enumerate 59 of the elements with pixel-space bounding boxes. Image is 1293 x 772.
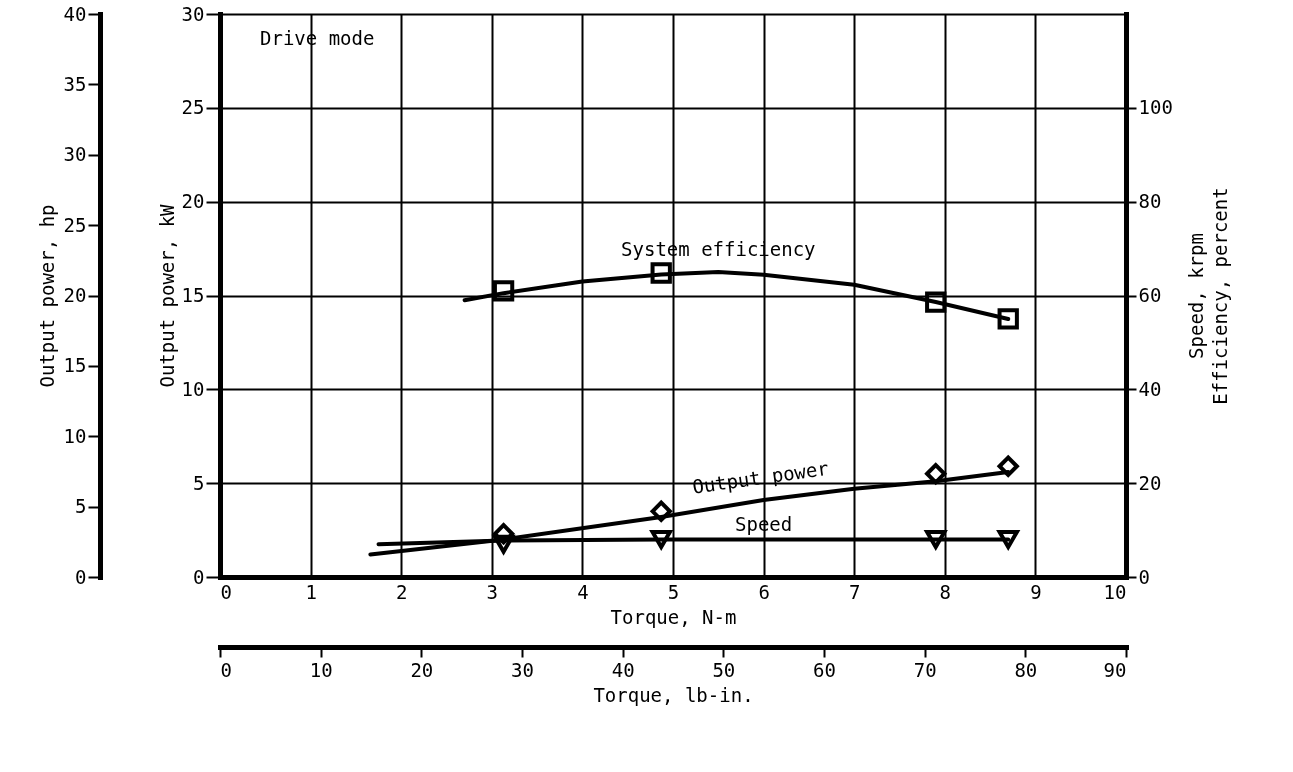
x-tick-label: 9	[1030, 580, 1042, 603]
y3-tick-label: 10	[63, 424, 87, 447]
point	[997, 529, 1019, 549]
x2-tick-label: 80	[1014, 658, 1038, 681]
x2-axis-title: Torque, lb-in.	[593, 683, 754, 706]
x-tick-label: 1	[305, 580, 317, 603]
y3-tick-label: 30	[63, 143, 87, 166]
x-tick-label: 8	[939, 580, 952, 603]
y3-tick-label: 15	[63, 354, 87, 377]
x-tick-label: 3	[486, 580, 499, 603]
point	[650, 529, 672, 549]
point	[650, 500, 672, 522]
x2-tick-label: 40	[611, 658, 635, 681]
y2-tick-label: 40	[1138, 377, 1162, 400]
y3-tick-label: 5	[75, 495, 87, 518]
y2-tick-label: 80	[1138, 190, 1162, 213]
point	[925, 291, 947, 313]
x2-tick-label: 60	[813, 658, 836, 681]
x2-tick-label: 50	[712, 658, 736, 681]
point	[925, 529, 947, 549]
y2-axis-title: Speed, krpm Efficiency, percent	[1184, 187, 1231, 405]
y-tick-label: 0	[193, 565, 205, 588]
y-tick-label: 5	[193, 471, 205, 494]
y3-tick-label: 25	[63, 213, 87, 236]
x2-tick-label: 20	[410, 658, 434, 681]
x-tick-label: 2	[395, 580, 408, 603]
x2-tick-label: 0	[220, 658, 232, 681]
y2-tick-label: 100	[1138, 96, 1173, 119]
y2-tick-label: 20	[1138, 471, 1162, 494]
y2-tick-label: 0	[1138, 565, 1150, 588]
y-tick-label: 10	[181, 377, 205, 400]
x2-tick-label: 90	[1103, 658, 1127, 681]
y-tick-label: 15	[181, 284, 205, 306]
point	[492, 280, 515, 302]
y-tick-label: 25	[181, 96, 205, 119]
y-tick-label: 30	[181, 2, 205, 25]
y3-tick-label: 0	[75, 565, 87, 588]
y3-tick-label: 35	[63, 72, 87, 95]
y-axis-title: Output power, kW	[155, 203, 178, 388]
x2-tick-label: 30	[511, 658, 534, 681]
x-tick-label: 7	[848, 580, 861, 603]
point	[650, 262, 672, 284]
point	[492, 534, 515, 554]
x-tick-label: 0	[220, 580, 232, 603]
point	[997, 455, 1019, 477]
y3-axis-title: Output power, hp	[35, 204, 58, 388]
y3-tick-label: 20	[63, 284, 87, 306]
x-axis-title: Torque, N-m	[610, 605, 737, 628]
x-tick-label: 5	[667, 580, 680, 603]
y2-tick-label: 60	[1138, 284, 1162, 306]
y-tick-label: 20	[181, 190, 205, 213]
x2-tick-label: 70	[913, 658, 937, 681]
x-tick-label: 10	[1103, 580, 1127, 603]
point	[997, 308, 1019, 330]
x2-tick-label: 10	[309, 658, 333, 681]
point	[925, 463, 947, 485]
x-tick-label: 6	[758, 580, 770, 603]
y3-tick-label: 40	[63, 2, 87, 25]
x-tick-label: 4	[577, 580, 589, 603]
